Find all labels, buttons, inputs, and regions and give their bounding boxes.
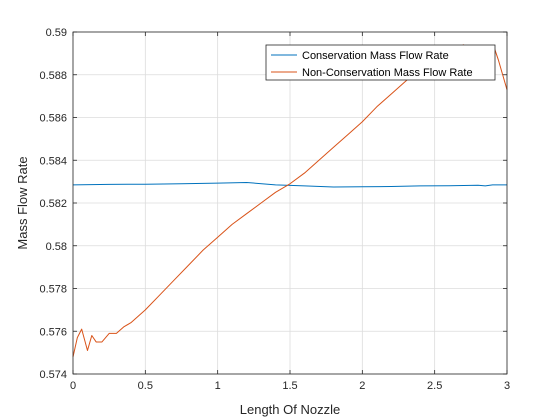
- y-axis-label: Mass Flow Rate: [15, 156, 30, 249]
- y-tick-label: 0.59: [46, 27, 67, 39]
- y-tick-label: 0.578: [39, 284, 67, 296]
- legend-label-non-conservation: Non-Conservation Mass Flow Rate: [302, 67, 473, 79]
- y-tick-label: 0.574: [39, 369, 67, 381]
- x-tick-label: 2.5: [427, 380, 442, 392]
- y-tick-label: 0.584: [39, 155, 67, 167]
- legend-label-conservation: Conservation Mass Flow Rate: [302, 50, 449, 62]
- y-tick-label: 0.582: [39, 198, 67, 210]
- x-tick-label: 1: [215, 380, 221, 392]
- y-tick-label: 0.58: [46, 241, 67, 253]
- legend[interactable]: Conservation Mass Flow Rate Non-Conserva…: [265, 44, 496, 81]
- ticks: [72, 31, 508, 375]
- y-tick-label: 0.588: [39, 70, 67, 82]
- tick-labels: 0 0.5 1 1.5 2 2.5 3 0.574 0.576 0.578 0.58 0.582 0.5…: [39, 27, 510, 392]
- series-line-conservation: [72, 181, 507, 188]
- y-tick-label: 0.576: [39, 326, 67, 338]
- x-tick-label: 3: [504, 380, 510, 392]
- x-tick-label: 2: [359, 380, 365, 392]
- legend-box: [265, 44, 496, 81]
- x-tick-label: 1.5: [282, 380, 297, 392]
- x-tick-label: 0: [70, 380, 76, 392]
- y-tick-label: 0.586: [39, 113, 67, 125]
- x-axis-label: Length Of Nozzle: [240, 402, 340, 417]
- x-tick-label: 0.5: [138, 380, 153, 392]
